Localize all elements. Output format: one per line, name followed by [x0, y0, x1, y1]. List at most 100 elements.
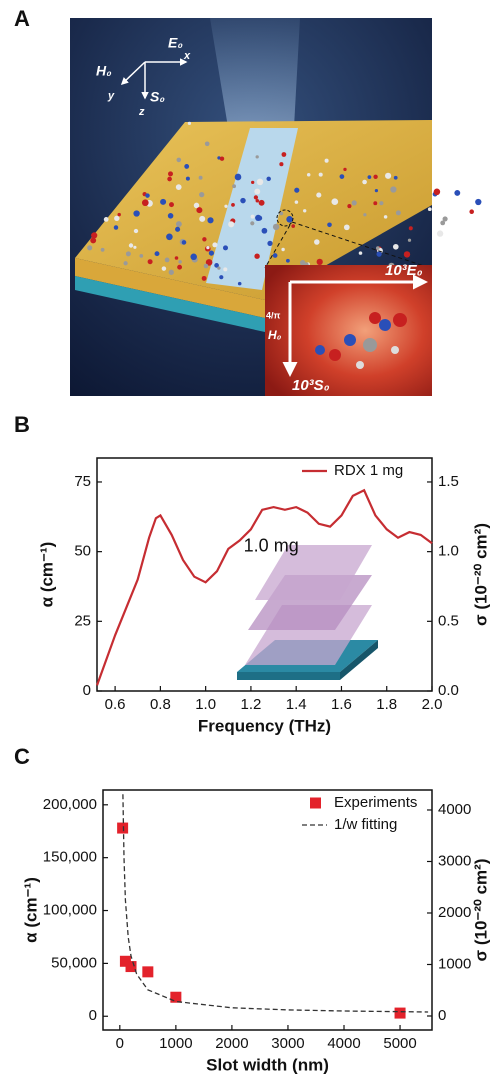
molecule-atom	[175, 226, 181, 232]
molecule-atom	[125, 251, 131, 257]
molecule-atom	[251, 180, 255, 185]
molecule-atom	[303, 209, 307, 213]
molecule-atom	[228, 221, 235, 228]
data-point	[117, 822, 129, 834]
molecule-atom	[139, 254, 144, 258]
molecule-atom	[299, 260, 306, 266]
x-tick-label: 1.8	[376, 696, 397, 713]
series-line	[95, 488, 433, 686]
molecule-atom	[306, 172, 311, 177]
zoom-circle	[276, 209, 294, 227]
data-point	[170, 991, 182, 1003]
data-point	[125, 961, 137, 973]
inset-label: H₀	[268, 328, 282, 342]
molecule-atom	[339, 174, 345, 179]
panel-label: A	[14, 6, 30, 31]
y-axis-title: α (cm⁻¹)	[21, 877, 40, 943]
plot-frame	[96, 457, 433, 692]
molecule-atom	[167, 176, 172, 182]
molecule-atom	[199, 191, 205, 198]
molecule-atom	[291, 224, 296, 228]
molecule-atom	[373, 174, 378, 180]
molecule-atom	[258, 199, 265, 206]
axis-label: H₀	[96, 63, 112, 79]
molecule-atom	[376, 246, 380, 250]
molecule-atom	[407, 238, 412, 242]
y-tick-label: 75	[74, 473, 91, 490]
molecule-atom	[187, 121, 192, 126]
molecule-atom	[168, 171, 173, 177]
molecule-atom	[113, 225, 119, 230]
molecule-atom	[145, 193, 150, 198]
molecule-atom	[469, 209, 474, 214]
molecule-atom	[379, 201, 384, 206]
y2-tick-label: 3000	[438, 852, 471, 869]
axis-arrow	[120, 61, 146, 86]
molecule-atom	[177, 264, 183, 270]
slot	[206, 128, 298, 290]
stack-inset	[237, 545, 378, 680]
molecule-atom	[316, 192, 322, 198]
molecule-atom	[331, 198, 339, 206]
legend-label: RDX 1 mg	[334, 462, 403, 479]
molecule-atom	[286, 258, 290, 263]
y2-tick-label: 0	[438, 1007, 446, 1024]
x-tick-label: 0.8	[150, 696, 171, 713]
y-tick-label: 0	[89, 1007, 97, 1024]
y2-tick-label: 4000	[438, 801, 471, 818]
molecule-atom	[266, 176, 271, 182]
y2-axis-title: σ (10⁻²⁰ cm²)	[471, 523, 490, 626]
molecule-atom	[166, 233, 173, 241]
legend-label: Experiments	[334, 794, 417, 811]
molecule-atom	[174, 256, 179, 260]
substrate	[75, 276, 265, 332]
molecule-atom	[214, 263, 219, 268]
molecule-atom	[294, 187, 300, 193]
axis-label: z	[138, 106, 145, 118]
x-axis-title: Frequency (THz)	[198, 716, 331, 735]
molecule-atom	[237, 281, 242, 286]
molecule-atom	[281, 247, 285, 252]
molecule-atom	[217, 266, 221, 270]
molecule-atom	[475, 198, 482, 206]
molecule-atom	[234, 173, 242, 181]
molecule-atom	[167, 213, 174, 219]
molecule-atom	[281, 152, 287, 157]
x-tick-label: 5000	[383, 1035, 416, 1052]
molecule	[315, 312, 407, 369]
molecule-atom	[324, 158, 329, 163]
molecule-atom	[385, 172, 392, 179]
molecule-atom	[440, 220, 446, 226]
y2-axis-title: σ (10⁻²⁰ cm²)	[471, 859, 490, 962]
x-tick-label: 0.6	[105, 696, 126, 713]
molecule-atom	[199, 215, 206, 222]
zoom-line	[291, 221, 431, 269]
molecule-atom	[294, 200, 299, 204]
molecule-atom	[222, 245, 229, 251]
molecule-atom	[376, 251, 382, 257]
axis-label: x	[183, 50, 191, 62]
molecule-atom	[373, 201, 378, 206]
molecule-atom	[436, 230, 444, 237]
molecule-atom	[133, 228, 139, 234]
molecule-atom	[318, 172, 323, 177]
molecule-atom	[128, 243, 134, 248]
molecule-atom	[367, 175, 372, 179]
molecule-atom	[351, 200, 357, 206]
molecule-atom	[117, 212, 121, 217]
molecule-atom	[212, 242, 218, 248]
panel-label: C	[14, 744, 30, 769]
molecule-atom	[250, 221, 255, 226]
molecule-atom	[279, 211, 284, 216]
x-tick-label: 2000	[215, 1035, 248, 1052]
molecule-atom	[427, 207, 432, 212]
molecule-atom	[408, 226, 413, 231]
molecule-atom	[161, 266, 167, 271]
annotation: 1.0 mg	[244, 535, 299, 555]
molecule-atom	[255, 155, 259, 159]
panel-label: B	[14, 412, 30, 437]
molecule-atom	[224, 204, 228, 208]
x-tick-label: 2.0	[422, 696, 443, 713]
molecule-atom	[168, 269, 174, 275]
molecule-atom	[178, 260, 182, 264]
